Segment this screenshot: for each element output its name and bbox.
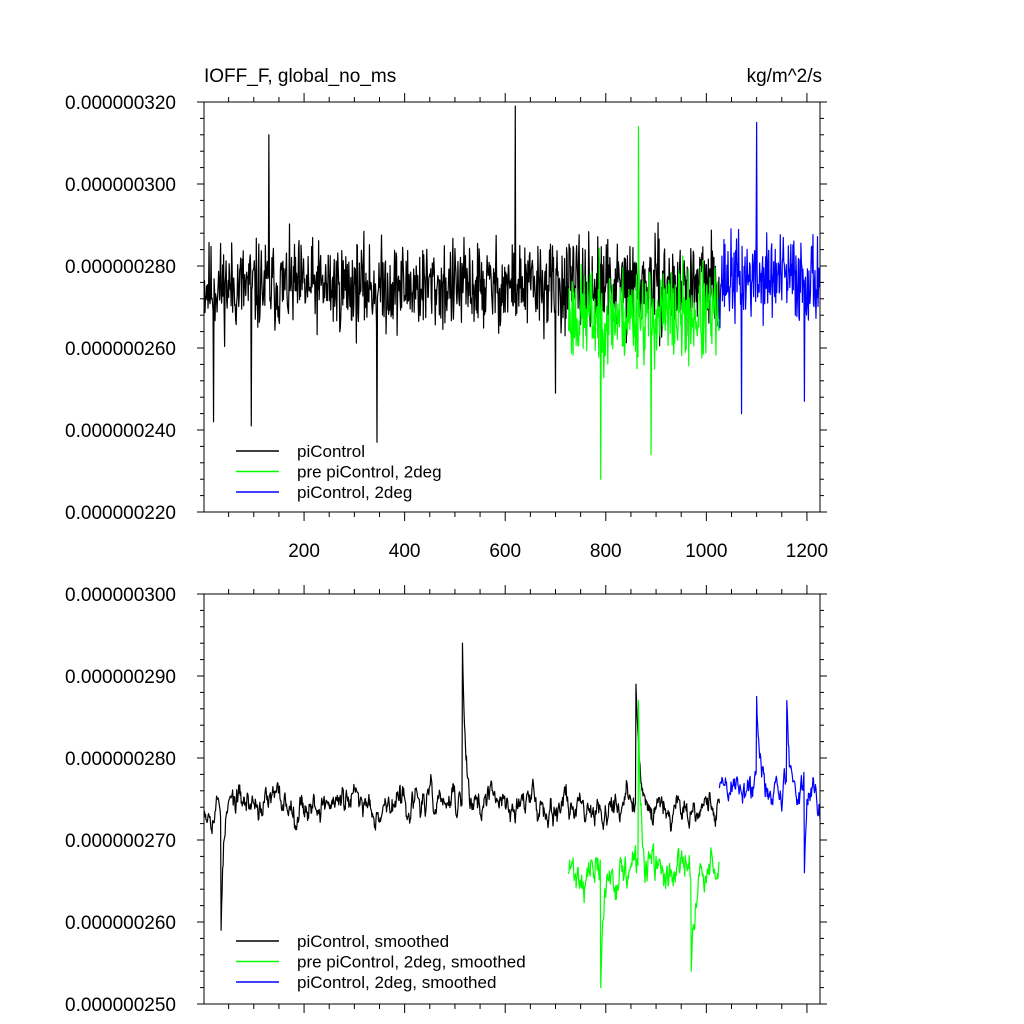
y-tick-label: 0.000000320	[65, 93, 176, 114]
y-tick-label: 0.000000260	[65, 913, 176, 934]
axes: 0.000000220 0.000000240 0.000000260 0.00000…	[65, 93, 828, 562]
y-tick-label: 0.000000290	[65, 667, 176, 688]
plot-frame	[203, 593, 821, 1005]
series-line	[567, 700, 720, 989]
axes: 0.000000250 0.000000260 0.000000270 0.00000…	[65, 585, 827, 1016]
legend-label: piControl, smoothed	[297, 932, 449, 951]
y-tick-label: 0.000000280	[65, 257, 176, 278]
series-layer	[203, 642, 821, 989]
legend-label: piControl, 2deg	[297, 483, 412, 502]
series-line	[718, 695, 821, 874]
plot-frame	[203, 101, 821, 513]
legend: piControl, smoothed pre piControl, 2deg,…	[236, 932, 526, 992]
y-tick-label: 0.000000270	[65, 831, 176, 852]
series-line	[203, 642, 721, 931]
y-tick-label: 0.000000280	[65, 749, 176, 770]
x-tick-label: 400	[389, 541, 421, 562]
top-panel: IOFF_F, global_no_ms kg/m^2/s 0.00000022…	[65, 66, 828, 562]
series-layer	[203, 105, 821, 480]
legend: piControl pre piControl, 2deg piControl,…	[236, 442, 442, 502]
y-tick-label: 0.000000300	[65, 585, 176, 606]
y-tick-label: 0.000000300	[65, 175, 176, 196]
y-tick-label: 0.000000220	[65, 503, 176, 524]
y-tick-label: 0.000000240	[65, 421, 176, 442]
chart-title: IOFF_F, global_no_ms	[204, 66, 396, 87]
x-tick-label: 800	[590, 541, 622, 562]
series-line	[203, 105, 721, 443]
x-tick-label: 1000	[685, 541, 727, 562]
series-line	[567, 126, 721, 480]
y-tick-label: 0.000000260	[65, 339, 176, 360]
legend-label: piControl, 2deg, smoothed	[297, 973, 496, 992]
legend-label: pre piControl, 2deg, smoothed	[297, 953, 526, 972]
series-line	[718, 121, 821, 415]
y-tick-label: 0.000000250	[65, 995, 176, 1016]
units-label: kg/m^2/s	[747, 66, 822, 87]
x-tick-label: 1200	[786, 541, 828, 562]
legend-label: piControl	[297, 442, 365, 461]
x-tick-label: 600	[489, 541, 521, 562]
bottom-panel: 0.000000250 0.000000260 0.000000270 0.00000…	[65, 585, 827, 1016]
x-tick-label: 200	[288, 541, 320, 562]
legend-label: pre piControl, 2deg	[297, 463, 442, 482]
